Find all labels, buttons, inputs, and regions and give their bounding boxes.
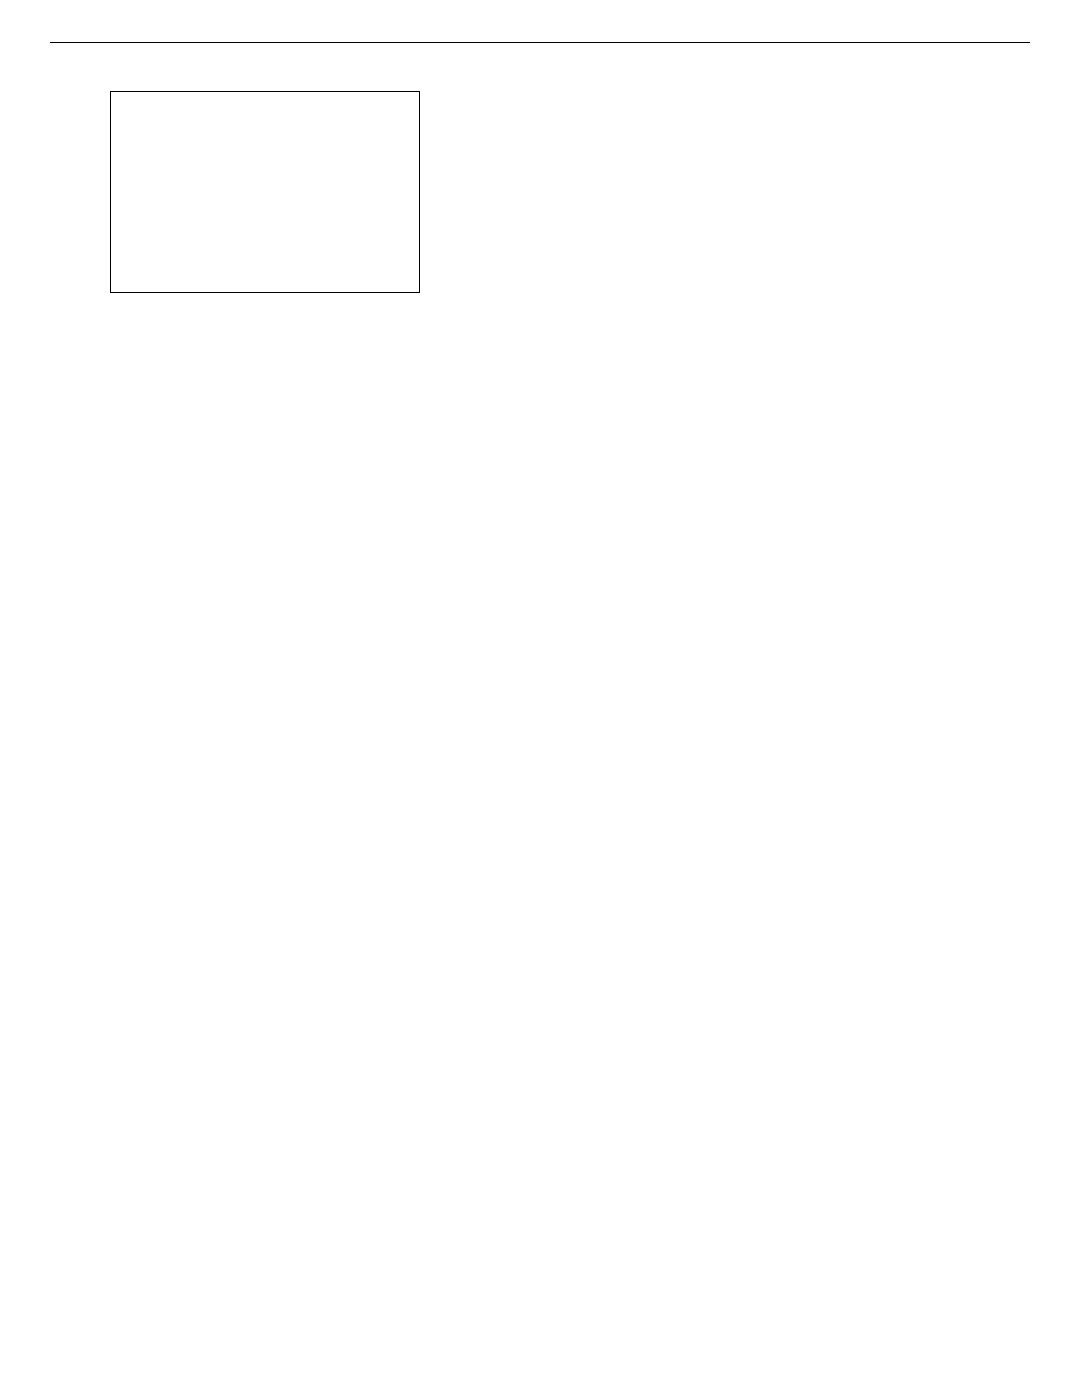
page-header [50,40,1030,43]
fig8-chart [110,91,420,293]
